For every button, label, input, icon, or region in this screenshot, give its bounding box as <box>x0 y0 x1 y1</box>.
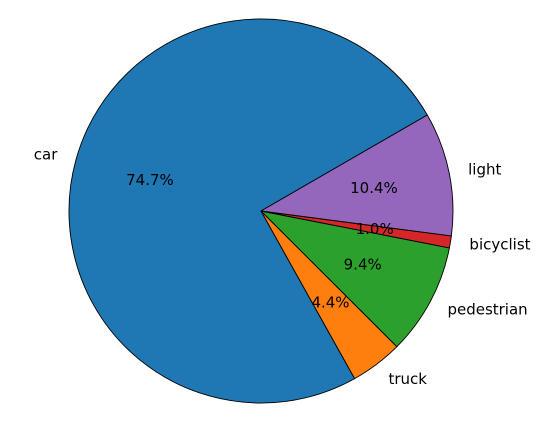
slices-layer <box>68 18 454 404</box>
labels-layer: car 74.7% truck 4.4% pedestrian 9.4% bicyclist… <box>34 145 531 388</box>
slice-pct-truck: 4.4% <box>311 293 349 311</box>
slice-label-pedestrian: pedestrian <box>447 301 527 319</box>
slice-pct-pedestrian: 9.4% <box>344 256 382 274</box>
slice-label-light: light <box>468 160 501 178</box>
slice-pct-bicyclist: 1.0% <box>356 220 394 238</box>
slice-pct-light: 10.4% <box>350 179 398 197</box>
slice-label-bicyclist: bicyclist <box>469 236 530 254</box>
slice-label-truck: truck <box>388 370 427 388</box>
pie-slice-light <box>260 114 454 237</box>
slice-pct-car: 74.7% <box>126 171 174 189</box>
slice-label-car: car <box>34 145 58 163</box>
pie-slice-pedestrian <box>260 210 450 348</box>
pie-slice-car <box>68 18 428 404</box>
